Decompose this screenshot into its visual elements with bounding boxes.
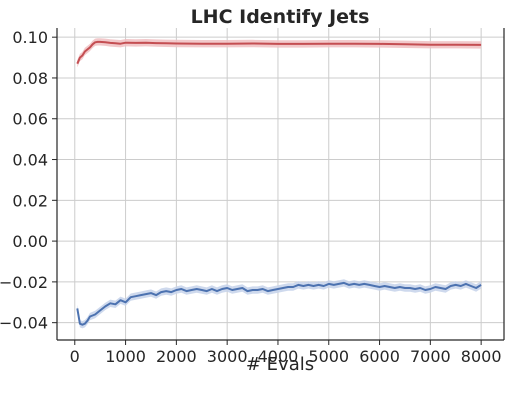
- y-axis-ticks: −0.04 −0.02 0.00 0.02 0.04 0.06 0.08 0.10: [0, 28, 57, 333]
- x-tick-label: 3000: [207, 347, 248, 366]
- y-tick-label: 0.04: [12, 151, 48, 170]
- x-tick-label: 0: [70, 347, 80, 366]
- y-tick-label: 0.02: [12, 191, 48, 210]
- y-tick-label: 0.10: [12, 28, 48, 47]
- series-2-line: [76, 281, 482, 326]
- grid: [57, 28, 504, 340]
- series-lines: [76, 40, 482, 326]
- series-2-band: [77, 279, 482, 329]
- series-1-band: [77, 38, 482, 68]
- axes-spines: [56, 28, 505, 341]
- y-tick-label: 0.06: [12, 110, 48, 129]
- series-1-line: [76, 40, 482, 65]
- y-tick-label: 0.00: [12, 232, 48, 251]
- x-tick-label: 1000: [105, 347, 146, 366]
- x-tick-label: 5000: [308, 347, 349, 366]
- x-tick-label: 2000: [156, 347, 197, 366]
- x-tick-label: 7000: [410, 347, 451, 366]
- x-tick-label: 6000: [359, 347, 400, 366]
- y-tick-label: −0.02: [0, 273, 48, 292]
- y-tick-label: −0.04: [0, 314, 48, 333]
- x-axis-title: # Evals: [246, 354, 314, 375]
- chart-title: LHC Identify Jets: [191, 6, 370, 28]
- x-tick-label: 4000: [258, 347, 299, 366]
- confidence-bands: [77, 38, 482, 329]
- x-tick-label: 8000: [461, 347, 502, 366]
- y-tick-label: 0.08: [12, 69, 48, 88]
- x-axis-ticks: 0 1000 2000 3000 4000 5000 6000 7000 8000: [70, 340, 502, 366]
